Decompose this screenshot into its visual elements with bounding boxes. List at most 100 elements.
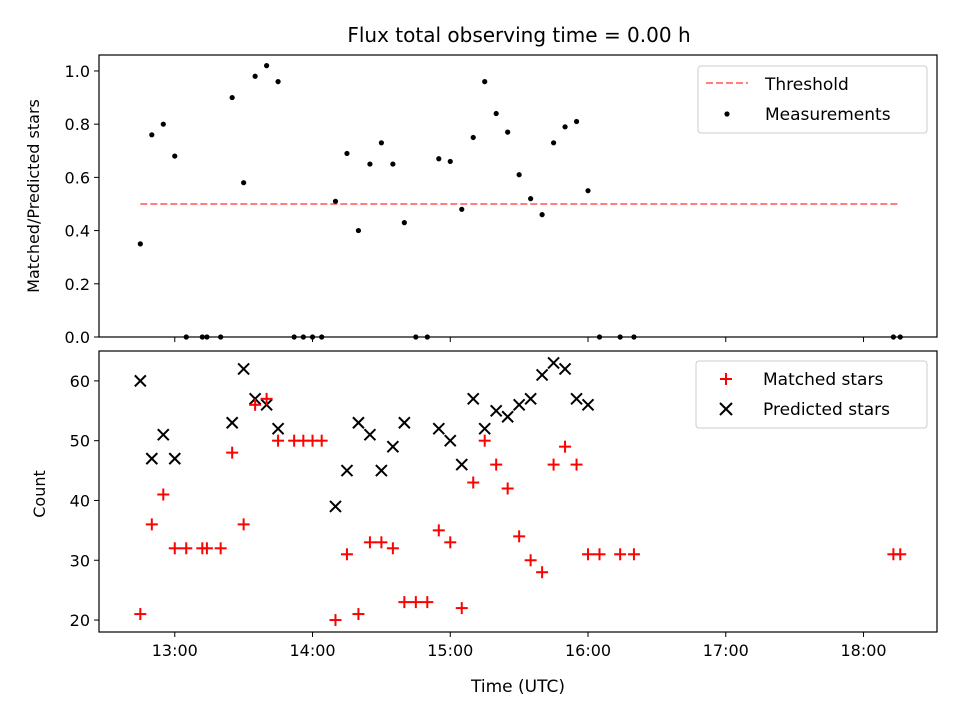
predicted-marker	[168, 452, 181, 465]
predicted-marker	[375, 464, 388, 477]
measurement-point	[470, 134, 476, 141]
matched-marker	[375, 536, 388, 549]
measurement-point	[160, 121, 166, 127]
measurement-point	[241, 180, 247, 186]
predicted-marker	[444, 434, 457, 447]
ratio-ytick-label: 0.2	[65, 275, 90, 294]
count-ytick-label: 20	[70, 611, 90, 630]
predicted-marker	[134, 374, 147, 388]
measurement-point	[137, 241, 143, 247]
matched-marker	[145, 518, 158, 531]
measurement-point	[390, 161, 396, 167]
ratio-y-ticks: 0.0 0.2 0.4 0.6 0.8 1.0	[65, 62, 99, 347]
predicted-marker	[329, 500, 342, 513]
measurement-point	[199, 334, 205, 340]
measurement-point	[309, 334, 316, 340]
ratio-ytick-label: 0.6	[65, 168, 90, 187]
measurement-point	[332, 198, 339, 204]
measurement-point	[617, 334, 623, 340]
matched-marker	[593, 548, 606, 561]
count-xtick-label: 18:00	[840, 641, 886, 660]
measurement-point	[204, 334, 210, 340]
count-ytick-label: 40	[70, 491, 90, 510]
measurement-point	[562, 124, 568, 130]
matched-marker	[614, 548, 627, 561]
ratio-panel: Matched/Predicted stars 0.0 0.2 0.4 0.6 0.8 1…	[24, 54, 938, 347]
measurement-point	[585, 188, 591, 194]
matched-marker	[340, 548, 353, 561]
matched-marker	[421, 596, 434, 609]
predicted-marker	[535, 368, 549, 382]
measurement-point	[424, 334, 430, 340]
measurement-point	[482, 79, 488, 85]
count-y-axis-label: Count	[30, 470, 49, 518]
legend-predicted-label: Predicted stars	[763, 400, 890, 420]
count-ytick-label: 60	[70, 372, 90, 391]
measurement-point	[183, 334, 189, 340]
measurement-point	[897, 334, 903, 340]
matched-marker	[559, 440, 572, 453]
measurement-points	[137, 63, 903, 340]
predicted-marker	[558, 362, 572, 376]
count-x-ticks: 13:00 14:00 15:00 16:00 17:00 18:00	[152, 632, 887, 660]
count-xtick-label: 13:00	[152, 641, 198, 660]
matched-marker	[513, 530, 526, 543]
measurement-point	[252, 73, 258, 79]
measurement-point	[596, 334, 603, 340]
matched-marker	[226, 446, 239, 459]
ratio-legend-box	[697, 65, 928, 134]
predicted-marker	[432, 422, 445, 435]
predicted-marker	[455, 458, 468, 471]
matched-marker	[894, 548, 907, 561]
ratio-legend: Threshold Measurements	[697, 65, 928, 134]
matched-marker	[490, 458, 503, 471]
matched-markers	[134, 392, 907, 627]
count-panel: Count Time (UTC) 20 30 40 50 60 13:00 14:00 15…	[30, 350, 938, 697]
measurement-point	[459, 206, 465, 212]
measurement-point	[890, 334, 896, 340]
predicted-marker	[398, 416, 411, 429]
ratio-ytick-label: 1.0	[65, 62, 90, 81]
measurement-point	[291, 334, 297, 340]
measurement-point	[355, 227, 362, 234]
matched-marker	[570, 458, 583, 471]
ratio-plot-frame	[98, 54, 938, 338]
measurement-point	[493, 110, 499, 117]
matched-marker	[329, 614, 342, 627]
ratio-x-ticks	[174, 337, 865, 342]
legend-threshold-label: Threshold	[764, 75, 849, 95]
figure-title: Flux total observing time = 0.00 h	[347, 23, 690, 47]
measurement-point	[550, 140, 557, 146]
ratio-ytick-label: 0.8	[65, 115, 90, 134]
count-ytick-label: 50	[70, 432, 90, 451]
legend-matched-swatch	[720, 373, 732, 385]
count-legend-box	[695, 360, 928, 429]
matched-marker	[352, 608, 365, 621]
legend-measurement-label: Measurements	[765, 105, 891, 125]
legend-predicted-swatch	[719, 402, 733, 416]
predicted-marker	[489, 404, 503, 417]
predicted-marker	[340, 464, 354, 477]
predicted-marker	[581, 398, 595, 412]
matched-marker	[409, 596, 422, 609]
measurement-point	[505, 129, 511, 135]
predicted-marker	[524, 392, 537, 406]
matched-marker	[582, 548, 595, 561]
measurement-point	[539, 212, 545, 218]
predicted-marker	[386, 440, 400, 453]
ratio-y-axis-label: Matched/Predicted stars	[24, 99, 43, 293]
measurement-point	[264, 63, 270, 69]
count-xtick-label: 16:00	[565, 641, 611, 660]
matched-marker	[432, 524, 445, 537]
count-xtick-label: 17:00	[703, 641, 749, 660]
measurement-point	[319, 334, 325, 340]
measurement-point	[631, 334, 637, 340]
count-y-ticks: 20 30 40 50 60	[70, 372, 99, 630]
count-ytick-label: 30	[70, 551, 90, 570]
measurement-point	[229, 94, 235, 101]
matched-marker	[627, 548, 640, 561]
measurement-point	[218, 334, 224, 340]
matched-marker	[386, 542, 399, 555]
predicted-marker	[570, 392, 583, 406]
